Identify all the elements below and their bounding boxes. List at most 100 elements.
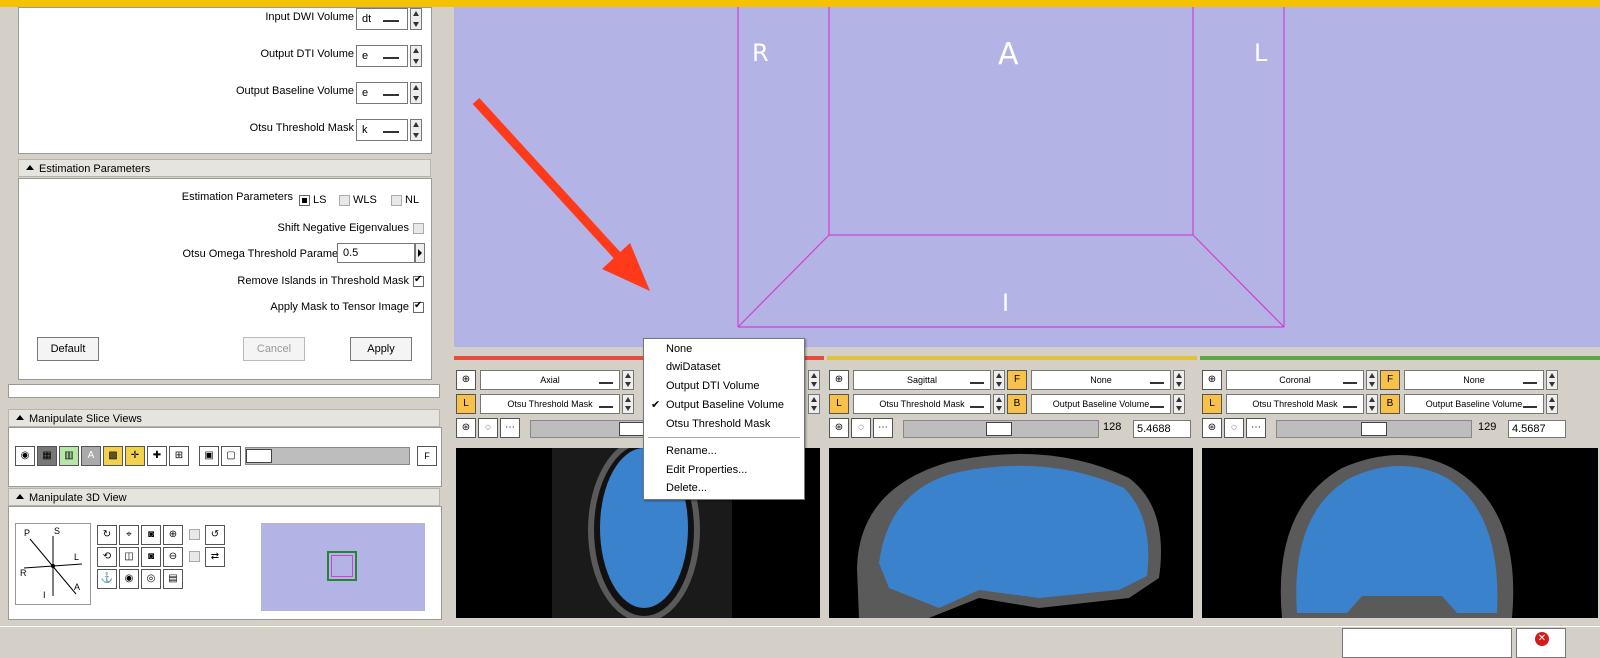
error-button[interactable]: ✕ (1516, 628, 1566, 658)
manipulate-3d-header[interactable]: Manipulate 3D View (8, 488, 440, 506)
coronal-slider-thumb[interactable] (1361, 422, 1387, 436)
otsu-mask-spinner[interactable] (410, 119, 422, 141)
sagittal-pin-icon[interactable]: ⊕ (829, 370, 849, 390)
input-dwi-spinner[interactable] (410, 8, 422, 30)
output-dti-spinner[interactable] (410, 45, 422, 67)
coronal-offset-input[interactable]: 4.5687 (1508, 420, 1566, 438)
sagittal-image[interactable] (829, 448, 1193, 618)
nl-radio[interactable] (391, 195, 402, 206)
ls-radio[interactable] (299, 195, 310, 206)
axial-image[interactable] (456, 448, 820, 618)
zoom-in-icon[interactable]: ⊕ (163, 525, 183, 545)
eye-icon[interactable]: ◉ (15, 446, 35, 466)
stereo-icon[interactable]: ◎ (141, 569, 161, 589)
sagittal-bg-spinner[interactable] (1173, 370, 1185, 390)
spin-icon[interactable]: ↺ (205, 525, 225, 545)
sagittal-link-icon[interactable]: ⊛ (829, 418, 849, 438)
pitch-icon[interactable]: ⚓ (97, 569, 117, 589)
menu-item-output-baseline[interactable]: Output Baseline Volume (666, 399, 785, 411)
crosshair-yellow-icon[interactable]: ✛ (125, 446, 145, 466)
coronal-bg-spinner[interactable] (1546, 370, 1558, 390)
sagittal-baseline-selector[interactable]: Output Baseline Volume (1031, 394, 1171, 414)
view-splitter[interactable] (454, 347, 1600, 356)
coronal-baseline-spinner[interactable] (1546, 394, 1558, 414)
apply-button[interactable]: Apply (350, 337, 412, 361)
omega-input[interactable]: 0.5 (337, 243, 415, 263)
reset-view-icon[interactable]: ⟲ (97, 547, 117, 567)
coronal-orientation-spinner[interactable] (1366, 370, 1378, 390)
shift-eigen-checkbox[interactable] (413, 223, 424, 234)
axial-fg-spinner[interactable] (622, 394, 634, 414)
manipulate-slice-header[interactable]: Manipulate Slice Views (8, 409, 440, 427)
fit-icon[interactable]: ▣ (199, 446, 219, 466)
sagittal-fg-spinner[interactable] (993, 394, 1005, 414)
output-baseline-selector[interactable]: e (356, 82, 408, 104)
coronal-link-icon[interactable]: ⊛ (1202, 418, 1222, 438)
zoom-out-icon[interactable]: ⊖ (163, 547, 183, 567)
grid-icon[interactable]: ▩ (103, 446, 123, 466)
orientation-widget[interactable]: P S R L I A (15, 523, 91, 605)
redblue-icon[interactable]: ▤ (163, 569, 183, 589)
cube-icon[interactable]: ◫ (119, 547, 139, 567)
axial-orientation-selector[interactable]: Axial (480, 370, 620, 390)
axial-visibility-icon[interactable]: ◌ (478, 418, 498, 438)
coronal-more-icon[interactable]: ⋯ (1246, 418, 1266, 438)
lightbox-icon[interactable]: ▦ (37, 446, 57, 466)
sagittal-bg-icon[interactable]: B (1007, 394, 1027, 414)
sagittal-more-icon[interactable]: ⋯ (873, 418, 893, 438)
camera-icon[interactable]: ◙ (141, 525, 161, 545)
axial-fg-selector[interactable]: Otsu Threshold Mask (480, 394, 620, 414)
sagittal-slider-thumb[interactable] (986, 422, 1012, 436)
center-icon[interactable]: ⌖ (119, 525, 139, 545)
axial-label-spinner[interactable] (808, 394, 820, 414)
cancel-button[interactable]: Cancel (243, 337, 305, 361)
coronal-label-icon[interactable]: L (1202, 394, 1222, 414)
coronal-bg-icon[interactable]: B (1380, 394, 1400, 414)
sagittal-orientation-selector[interactable]: Sagittal (853, 370, 991, 390)
axial-orientation-spinner[interactable] (622, 370, 634, 390)
visibility-icon[interactable]: ◉ (119, 569, 139, 589)
axial-link-icon[interactable]: ⊛ (456, 418, 476, 438)
remove-islands-checkbox[interactable] (413, 274, 424, 287)
menu-item-delete[interactable]: Delete... (666, 482, 707, 494)
menu-item-dwidataset[interactable]: dwiDataset (666, 361, 721, 373)
3d-thumbnail[interactable] (261, 523, 425, 611)
menu-item-output-dti[interactable]: Output DTI Volume (666, 380, 760, 392)
3d-view[interactable]: R A L I (454, 7, 1600, 347)
axial-slider-thumb[interactable] (619, 422, 645, 436)
coronal-fg-icon[interactable]: F (1380, 370, 1400, 390)
axial-slice-slider[interactable] (530, 420, 650, 438)
sagittal-baseline-spinner[interactable] (1173, 394, 1185, 414)
menu-item-otsu-mask[interactable]: Otsu Threshold Mask (666, 418, 771, 430)
coronal-slice-slider[interactable] (1276, 420, 1472, 438)
sagittal-orientation-spinner[interactable] (993, 370, 1005, 390)
coronal-fg-spinner[interactable] (1366, 394, 1378, 414)
coronal-pin-icon[interactable]: ⊕ (1202, 370, 1222, 390)
coronal-orientation-selector[interactable]: Coronal (1226, 370, 1364, 390)
screenshot-icon[interactable]: ◙ (141, 547, 161, 567)
compare-icon[interactable]: ▥ (59, 446, 79, 466)
rock-icon[interactable]: ⇄ (205, 547, 225, 567)
axial-label-icon[interactable]: L (456, 394, 476, 414)
opacity-slider-thumb[interactable] (246, 449, 272, 463)
otsu-mask-selector[interactable]: k (356, 119, 408, 141)
opacity-slider[interactable] (245, 447, 410, 465)
coronal-bg-selector[interactable]: None (1404, 370, 1544, 390)
layout-icon[interactable]: ⊞ (169, 446, 189, 466)
default-button[interactable]: Default (37, 337, 99, 361)
menu-item-rename[interactable]: Rename... (666, 445, 717, 457)
annotation-icon[interactable]: A (81, 446, 101, 466)
input-dwi-selector[interactable]: dt (356, 8, 408, 30)
estimation-section-header[interactable]: Estimation Parameters (18, 159, 431, 177)
fg-toggle-icon[interactable]: F (417, 446, 437, 466)
menu-item-none[interactable]: None (666, 343, 693, 355)
sagittal-slice-slider[interactable] (903, 420, 1099, 438)
rock-checkbox[interactable] (189, 551, 200, 562)
sagittal-fg-selector[interactable]: Otsu Threshold Mask (853, 394, 991, 414)
sagittal-fg-icon[interactable]: F (1007, 370, 1027, 390)
axial-pin-icon[interactable]: ⊕ (456, 370, 476, 390)
sagittal-visibility-icon[interactable]: ◌ (851, 418, 871, 438)
axial-bg-spinner[interactable] (808, 370, 820, 390)
fov-icon[interactable]: ▢ (221, 446, 241, 466)
rotate-icon[interactable]: ↻ (97, 525, 117, 545)
